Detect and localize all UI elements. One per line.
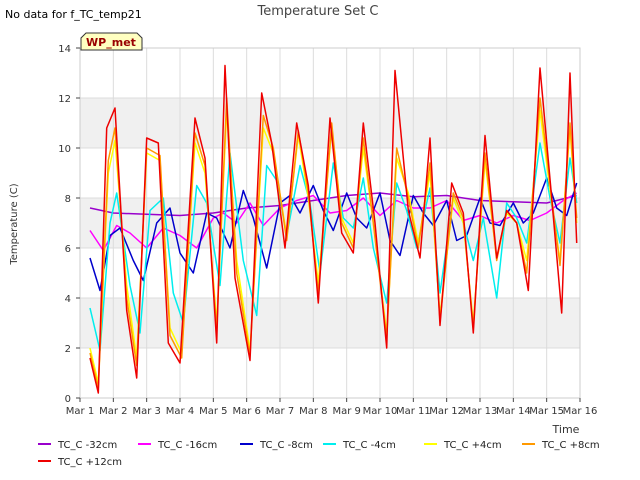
legend-label: TC_C -8cm: [259, 440, 313, 451]
x-axis-ticks: Mar 1 Mar 2 Mar 3 Mar 4 Mar 5 Mar 6 Mar 7 Mar 8…: [66, 398, 598, 417]
legend-label: TC_C +8cm: [541, 440, 600, 451]
x-tick-label: Mar 4: [166, 406, 194, 417]
legend-label: TC_C -32cm: [57, 440, 117, 451]
x-tick-label: Mar 10: [363, 406, 398, 417]
plot-frame: [79, 47, 581, 399]
x-tick-label: Mar 1: [66, 406, 94, 417]
legend-label: TC_C +12cm: [57, 457, 122, 468]
y-tick-label: 2: [65, 344, 71, 355]
legend-label: TC_C -16cm: [157, 440, 217, 451]
shaded-band-0: [80, 298, 580, 348]
y-tick-label: 10: [58, 144, 71, 155]
x-tick-label: Mar 8: [299, 406, 327, 417]
y-tick-label: 6: [65, 244, 71, 255]
x-tick-label: Mar 15: [529, 406, 564, 417]
y-axis-ticks: 0 2 4 6 8 10 12 14: [58, 44, 80, 405]
y-tick-label: 14: [58, 44, 71, 55]
x-tick-label: Mar 16: [563, 406, 598, 417]
no-data-note: No data for f_TC_temp21: [5, 8, 142, 21]
x-tick-label: Mar 2: [99, 406, 127, 417]
y-tick-label: 8: [65, 194, 71, 205]
y-axis-label: Temperature (C): [9, 183, 20, 265]
x-tick-label: Mar 13: [463, 406, 498, 417]
site-badge-box: [80, 32, 143, 51]
legend: TC_C -32cm TC_C -16cm TC_C -8cm TC_C -4cm TC…: [38, 440, 600, 468]
y-tick-label: 4: [65, 294, 71, 305]
chart-title: Temperature Set C: [256, 4, 378, 19]
legend-label: TC_C -4cm: [342, 440, 396, 451]
x-tick-label: Mar 7: [266, 406, 294, 417]
x-tick-label: Mar 9: [332, 406, 360, 417]
x-tick-label: Mar 3: [132, 406, 160, 417]
x-tick-label: Mar 5: [199, 406, 227, 417]
y-tick-label: 0: [65, 394, 71, 405]
x-tick-label: Mar 14: [496, 406, 531, 417]
site-badge: WP_met: [80, 32, 143, 51]
x-tick-label: Mar 6: [232, 406, 260, 417]
site-badge-label: WP_met: [86, 36, 136, 49]
legend-label: TC_C +4cm: [443, 440, 502, 451]
x-tick-label: Mar 11: [396, 406, 431, 417]
y-tick-label: 12: [58, 94, 71, 105]
x-axis-label: Time: [552, 423, 580, 436]
series-line-tc-c-plus12cm: [89, 64, 578, 394]
series-lines: [89, 64, 578, 394]
x-tick-label: Mar 12: [429, 406, 464, 417]
